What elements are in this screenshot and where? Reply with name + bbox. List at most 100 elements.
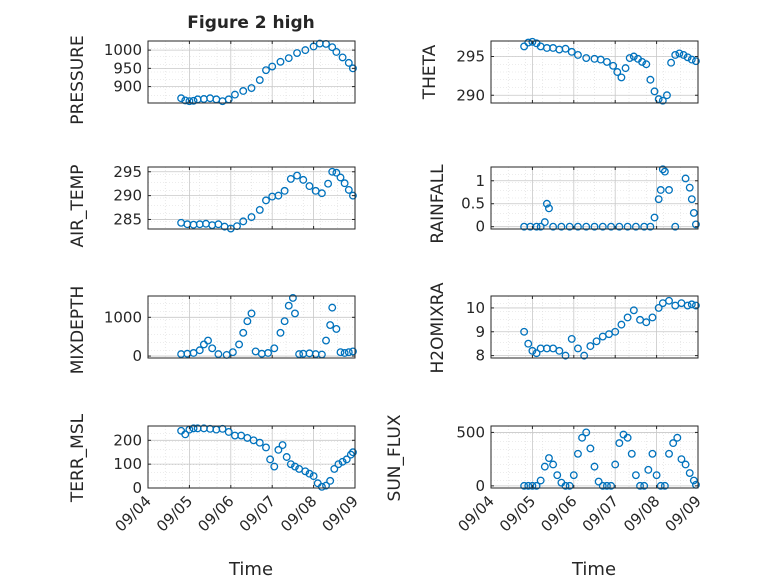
data-point [528, 37, 537, 46]
data-point [348, 64, 357, 73]
data-point [586, 444, 595, 453]
data-point [322, 481, 330, 490]
data-point [268, 62, 277, 71]
data-point [685, 469, 694, 477]
panel-mixdepth: 0 1000 MIXDEPTH [68, 286, 357, 375]
series-marks [177, 424, 357, 491]
data-point [642, 60, 651, 69]
data-point [555, 346, 564, 355]
data-point [654, 195, 663, 204]
data-point [328, 43, 337, 52]
data-point [239, 217, 248, 226]
grid [490, 296, 699, 358]
y-tick-label: 0 [475, 218, 485, 236]
data-point [348, 347, 357, 356]
data-point [648, 313, 657, 322]
axes-frame [147, 40, 356, 104]
data-point [586, 342, 595, 351]
data-point [195, 346, 204, 355]
x-tick-label: 09/06 [537, 492, 580, 535]
data-point [288, 293, 297, 302]
x-tick-label: 09/09 [662, 492, 705, 535]
data-point [573, 344, 582, 353]
data-point [262, 196, 270, 205]
data-point [344, 185, 353, 194]
data-point [270, 344, 279, 353]
data-point [650, 87, 659, 96]
data-point [270, 462, 279, 471]
panel-air-temp: 285 290 295 AIR_TEMP [68, 163, 357, 248]
figure-title: Figure 2 high [187, 13, 315, 33]
data-point [545, 204, 553, 213]
data-point [332, 47, 341, 56]
x-tick-label: 09/06 [194, 492, 237, 535]
x-tick-label: 09/05 [496, 492, 539, 535]
data-point [629, 52, 638, 61]
data-point [656, 186, 665, 194]
data-point [199, 340, 208, 349]
data-point [528, 481, 537, 490]
data-point [582, 54, 591, 62]
data-point [671, 222, 680, 231]
data-point [317, 189, 326, 198]
data-point [648, 449, 657, 458]
y-tick-label: 500 [456, 423, 485, 441]
data-point [545, 454, 553, 463]
data-point [540, 218, 549, 227]
data-point [282, 453, 291, 461]
data-point [532, 349, 541, 358]
y-tick-label: 290 [456, 86, 485, 104]
data-point [598, 481, 607, 490]
data-point [590, 462, 599, 471]
y-tick-label: 0 [475, 477, 485, 495]
data-point [322, 336, 330, 345]
data-point [540, 462, 549, 471]
data-point [532, 481, 541, 490]
axes-frame [147, 166, 356, 230]
series-marks [520, 296, 700, 360]
axes-frame [147, 295, 356, 359]
data-point [625, 54, 634, 62]
data-point [276, 57, 285, 66]
data-point [687, 195, 696, 204]
ticks: 00.51 [461, 167, 699, 236]
data-point [338, 457, 347, 466]
data-point [660, 167, 669, 176]
data-point [656, 481, 665, 490]
y-tick-label: 0 [132, 479, 142, 497]
data-point [332, 168, 341, 177]
data-point [177, 94, 186, 103]
data-point [340, 349, 349, 357]
data-point [344, 58, 353, 67]
y-tick-label: 9 [475, 323, 485, 341]
data-point [565, 481, 574, 490]
y-axis-label: MIXDEPTH [68, 286, 88, 375]
y-tick-label: 1000 [104, 41, 142, 59]
data-point [293, 171, 301, 180]
data-point [520, 42, 529, 51]
data-point [557, 222, 566, 231]
y-axis-label: AIR_TEMP [68, 165, 88, 248]
data-point [573, 51, 582, 59]
data-point [623, 433, 632, 442]
data-point [654, 303, 663, 312]
data-point [262, 66, 270, 75]
ticks: 290 295 [456, 41, 699, 104]
axes-frame [490, 166, 699, 230]
data-point [683, 53, 692, 62]
data-point [276, 328, 285, 337]
data-point [305, 182, 314, 191]
data-point [208, 344, 217, 353]
data-point [536, 476, 545, 485]
data-point [328, 167, 337, 176]
y-tick-label: 295 [113, 163, 142, 181]
y-axis-label: SUN_FLUX [385, 414, 405, 501]
data-point [631, 222, 640, 231]
data-point [689, 476, 698, 485]
data-point [274, 445, 283, 454]
data-point [561, 481, 570, 490]
data-point [623, 222, 632, 231]
grid [147, 167, 356, 229]
data-point [631, 471, 640, 480]
